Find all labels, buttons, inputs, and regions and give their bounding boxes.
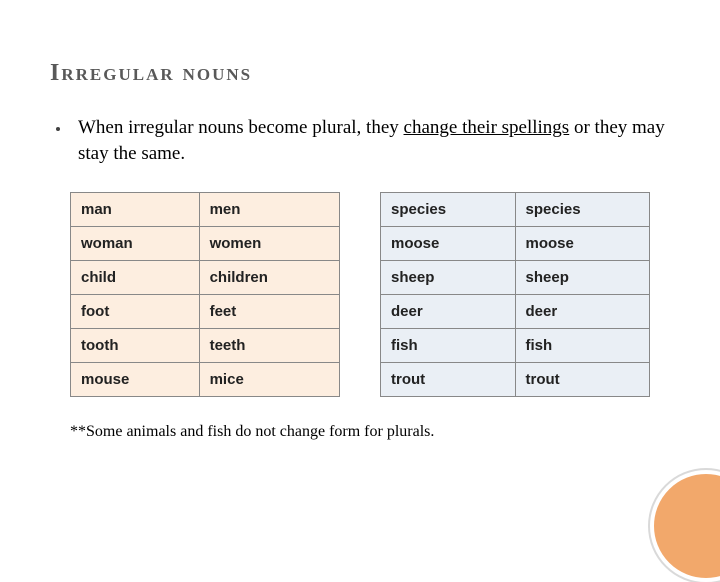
table-cell: foot <box>71 295 200 329</box>
decor-circle-icon <box>650 470 720 582</box>
table-cell: man <box>71 193 200 227</box>
bullet-item: When irregular nouns become plural, they… <box>50 115 670 166</box>
table-cell: fish <box>515 329 650 363</box>
irregular-nouns-table: manmenwomanwomenchildchildrenfootfeettoo… <box>70 192 340 397</box>
table-cell: trout <box>515 363 650 397</box>
tables-container: manmenwomanwomenchildchildrenfootfeettoo… <box>50 192 670 397</box>
table-row: footfeet <box>71 295 340 329</box>
table-row: mousemice <box>71 363 340 397</box>
table-cell: mice <box>199 363 339 397</box>
table-cell: trout <box>381 363 516 397</box>
bullet-pre: When irregular nouns become plural, they <box>78 117 404 138</box>
table-cell: sheep <box>515 261 650 295</box>
table-row: moosemoose <box>381 227 650 261</box>
slide: Irregular nouns When irregular nouns bec… <box>0 0 720 540</box>
unchanging-nouns-table: speciesspeciesmoosemoosesheepsheepdeerde… <box>380 192 650 397</box>
bullet-dot-icon <box>56 127 60 131</box>
table-row: womanwomen <box>71 227 340 261</box>
bullet-underlined: change their spellings <box>404 117 570 138</box>
table-cell: moose <box>381 227 516 261</box>
table-cell: teeth <box>199 329 339 363</box>
table-cell: species <box>515 193 650 227</box>
table-cell: sheep <box>381 261 516 295</box>
table-body-left: manmenwomanwomenchildchildrenfootfeettoo… <box>71 193 340 397</box>
table-cell: mouse <box>71 363 200 397</box>
table-cell: woman <box>71 227 200 261</box>
table-cell: fish <box>381 329 516 363</box>
table-body-right: speciesspeciesmoosemoosesheepsheepdeerde… <box>381 193 650 397</box>
table-row: sheepsheep <box>381 261 650 295</box>
table-cell: species <box>381 193 516 227</box>
table-cell: men <box>199 193 339 227</box>
page-title: Irregular nouns <box>50 60 670 87</box>
table-cell: deer <box>515 295 650 329</box>
table-cell: feet <box>199 295 339 329</box>
table-row: fishfish <box>381 329 650 363</box>
table-row: speciesspecies <box>381 193 650 227</box>
footnote-text: **Some animals and fish do not change fo… <box>50 423 670 441</box>
table-row: trouttrout <box>381 363 650 397</box>
table-cell: tooth <box>71 329 200 363</box>
bullet-text: When irregular nouns become plural, they… <box>78 115 670 166</box>
table-row: manmen <box>71 193 340 227</box>
table-row: childchildren <box>71 261 340 295</box>
table-cell: children <box>199 261 339 295</box>
table-row: deerdeer <box>381 295 650 329</box>
table-cell: moose <box>515 227 650 261</box>
table-cell: women <box>199 227 339 261</box>
table-row: toothteeth <box>71 329 340 363</box>
table-cell: deer <box>381 295 516 329</box>
table-cell: child <box>71 261 200 295</box>
